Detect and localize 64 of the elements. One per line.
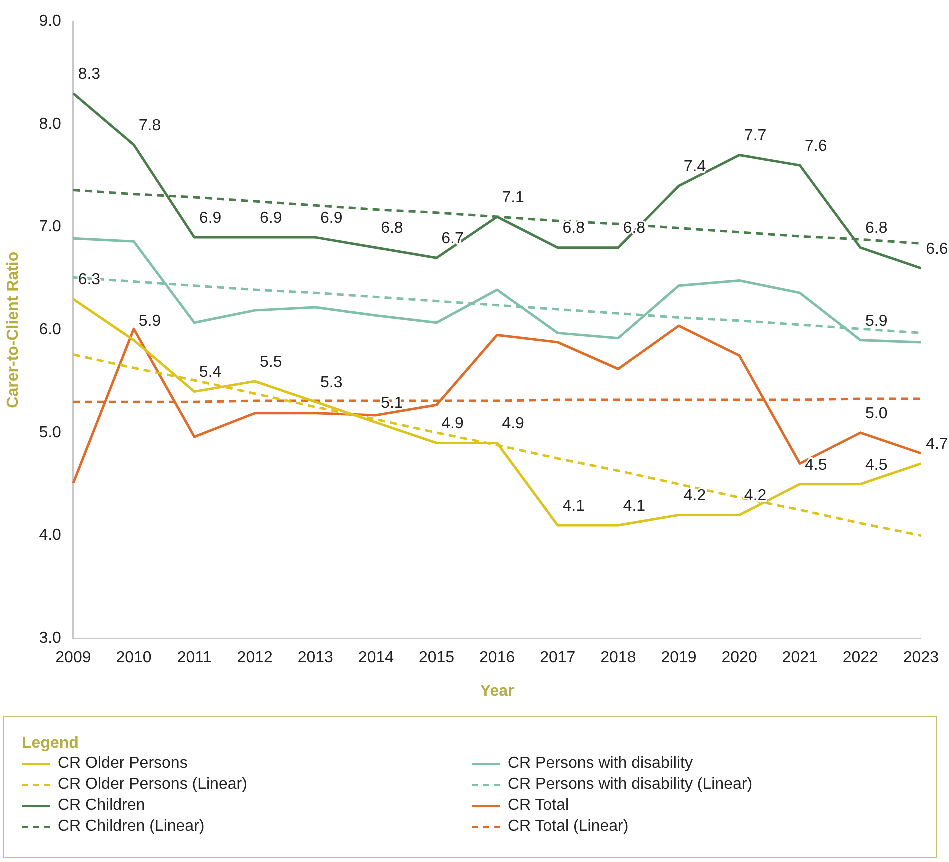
data-label: 4.2 (684, 488, 706, 505)
data-label: 4.1 (562, 498, 586, 515)
y-tick-label: 7.0 (39, 218, 62, 236)
data-label: 7.6 (804, 138, 828, 155)
x-tick-label: 2014 (358, 650, 394, 667)
x-tick-label: 2021 (782, 650, 818, 667)
x-tick-label: 2018 (600, 650, 636, 667)
data-label: 4.5 (804, 456, 828, 474)
data-label: 6.6 (926, 240, 948, 258)
data-label: 5.1 (381, 395, 404, 412)
legend-label: CR Persons with disability (Linear) (508, 776, 753, 794)
data-label: 8.3 (78, 66, 101, 83)
legend-label: CR Children (Linear) (58, 818, 205, 836)
data-label: 5.4 (199, 364, 222, 382)
x-tick-label: 2016 (480, 650, 516, 667)
legend-label: CR Children (58, 797, 146, 815)
data-label: 6.8 (866, 220, 888, 238)
x-tick-label: 2011 (177, 650, 212, 667)
y-tick-label: 6.0 (39, 322, 62, 339)
x-tick-label: 2009 (56, 650, 92, 667)
data-label: 4.1 (623, 498, 646, 515)
y-tick-label: 3.0 (39, 630, 62, 648)
y-tick-label: 4.0 (39, 527, 62, 544)
data-label: 7.8 (138, 117, 162, 134)
y-axis-title: Carer-to-Client Ratio (5, 252, 22, 408)
data-label: 6.9 (320, 210, 343, 227)
legend-label: CR Older Persons (58, 755, 188, 773)
data-label: 4.9 (502, 416, 525, 433)
x-tick-label: 2019 (661, 650, 697, 667)
data-label: 5.5 (260, 354, 282, 371)
y-tick-label: 9.0 (39, 13, 62, 30)
data-label: 4.7 (926, 436, 948, 454)
legend-label: CR Older Persons (Linear) (58, 776, 248, 794)
x-tick-label: 2015 (418, 650, 455, 667)
data-label: 7.4 (684, 158, 706, 176)
y-tick-label: 5.0 (39, 424, 62, 442)
x-tick-label: 2013 (298, 650, 334, 667)
legend-label: CR Total (Linear) (508, 818, 629, 836)
legend-label: CR Total (508, 797, 570, 815)
x-tick-label: 2022 (842, 650, 879, 667)
x-axis-title: Year (480, 682, 514, 700)
data-label: 7.1 (502, 189, 525, 206)
x-tick-label: 2017 (540, 650, 576, 667)
data-label: 7.7 (744, 128, 767, 145)
legend-title: Legend (22, 735, 80, 753)
data-label: 5.0 (866, 405, 888, 422)
legend-label: CR Persons with disability (508, 755, 693, 773)
data-label: 6.8 (381, 220, 404, 238)
data-label: 5.3 (320, 374, 343, 392)
data-label: 5.9 (138, 312, 162, 330)
data-label: 6.3 (78, 272, 101, 289)
data-label: 6.9 (199, 210, 222, 227)
data-label: 4.2 (744, 488, 767, 505)
data-label: 6.7 (442, 230, 464, 248)
data-label: 6.9 (260, 210, 282, 227)
x-tick-label: 2020 (722, 650, 758, 667)
data-label: 5.9 (866, 312, 888, 330)
x-tick-label: 2010 (116, 650, 152, 667)
data-label: 6.8 (562, 220, 586, 238)
x-tick-label: 2023 (903, 650, 940, 667)
data-label: 4.5 (866, 456, 888, 474)
y-tick-label: 8.0 (39, 116, 62, 133)
data-label: 4.9 (442, 416, 464, 433)
x-tick-label: 2012 (237, 650, 274, 667)
